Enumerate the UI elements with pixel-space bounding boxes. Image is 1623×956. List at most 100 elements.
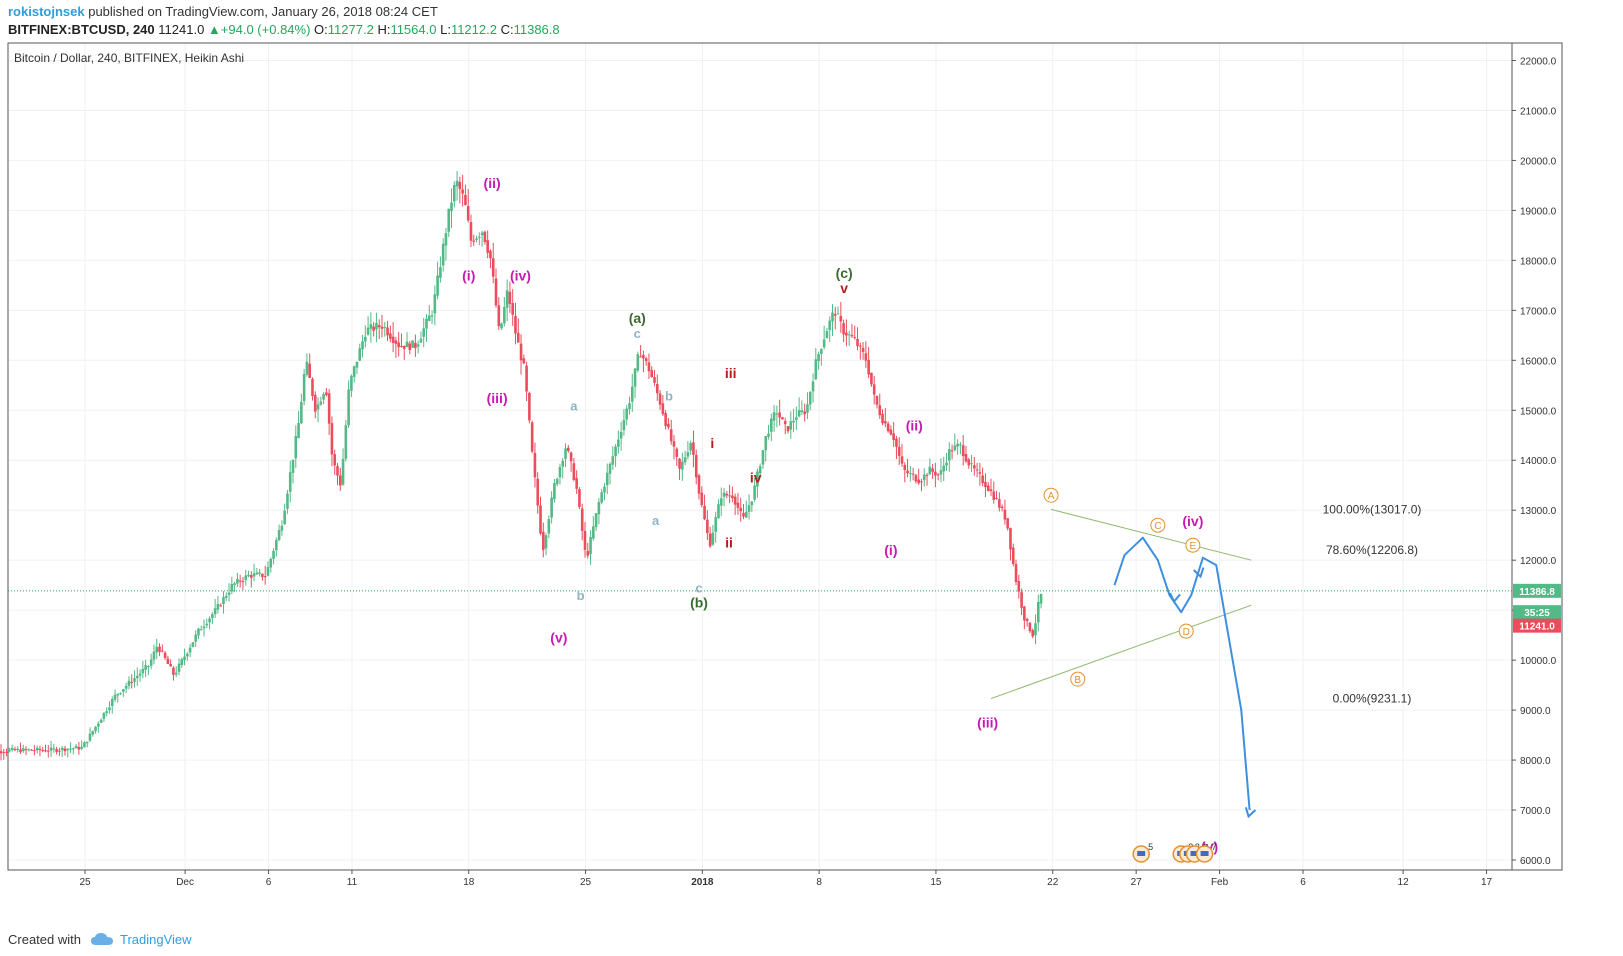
tradingview-link[interactable]: TradingView [120, 932, 192, 947]
candle-body [803, 411, 806, 415]
candle-body [906, 470, 909, 474]
candle-body [664, 413, 667, 426]
y-tick-label: 7000.0 [1520, 806, 1551, 817]
candle-body [85, 741, 89, 744]
fib-level-label: 100.00%(13017.0) [1323, 502, 1422, 516]
candle-body [161, 650, 164, 652]
candle-body [925, 475, 929, 477]
wave-label: C [1154, 521, 1161, 532]
triangle-lower-line [990, 604, 1252, 700]
candle-body [94, 726, 97, 731]
candle-body [528, 392, 531, 421]
event-count: 7 [1212, 842, 1217, 852]
candle-body [845, 332, 848, 336]
candle-body [258, 572, 261, 574]
candle-body [567, 447, 570, 451]
symbol-label[interactable]: BITFINEX:BTCUSD, 240 [8, 22, 155, 37]
candle-body [249, 575, 253, 578]
candle-body [800, 410, 804, 413]
candle-body [895, 438, 898, 447]
candle-body [920, 481, 923, 483]
candle-body [686, 452, 690, 457]
candle-body [408, 343, 412, 351]
candle-body [669, 429, 673, 442]
x-tick-label: 11 [347, 877, 358, 888]
candle-body [1003, 509, 1007, 520]
candle-body [770, 418, 773, 432]
candle-body [77, 747, 81, 750]
candle-body [430, 315, 434, 317]
candle-body [439, 267, 442, 278]
low-label: L: [440, 22, 451, 37]
candle-body [352, 366, 356, 377]
candle-body [678, 458, 681, 469]
candle-body [650, 370, 654, 378]
candle-body [152, 651, 156, 660]
y-tick-label: 9000.0 [1520, 706, 1551, 717]
candle-body [772, 412, 776, 421]
candle-body [205, 623, 209, 626]
candle-body [191, 642, 195, 647]
wave-label: B [1074, 675, 1081, 686]
candle-body [586, 550, 590, 556]
candle-body [444, 233, 448, 246]
candle-body [186, 653, 189, 657]
candle-body [728, 495, 731, 497]
candle-body [758, 466, 762, 474]
candle-body [764, 436, 768, 451]
candle-body [872, 384, 876, 395]
candle-body [166, 658, 170, 664]
candle-body [369, 324, 373, 329]
candle-body [1031, 630, 1035, 637]
candle-body [280, 525, 284, 531]
candle-body [133, 678, 136, 682]
candle-body [614, 446, 617, 457]
candle-body [594, 513, 598, 528]
candle-body [533, 452, 537, 478]
candle-body [116, 693, 120, 696]
candle-body [583, 530, 587, 550]
x-tick-label: 6 [1300, 877, 1306, 888]
candle-body [856, 338, 859, 347]
publish-line: rokistojnsek published on TradingView.co… [8, 4, 438, 19]
candle-body [69, 748, 72, 750]
candle-body [452, 184, 456, 202]
candle-body [83, 742, 86, 748]
candle-body [786, 426, 790, 432]
wave-label: ii [725, 535, 733, 551]
wave-label: a [570, 398, 578, 413]
candle-body [820, 349, 823, 354]
candle-body [967, 459, 971, 466]
y-tick-label: 14000.0 [1520, 456, 1557, 467]
author-link[interactable]: rokistojnsek [8, 4, 85, 19]
candle-body [619, 431, 623, 439]
candle-body [72, 748, 75, 750]
created-with-text: Created with [8, 932, 81, 947]
candle-body [147, 665, 150, 667]
candle-body [597, 502, 601, 515]
candle-body [33, 750, 36, 752]
price-tag-label: 11241.0 [1519, 622, 1555, 633]
candle-body [508, 291, 512, 304]
chart-frame [7, 42, 1563, 871]
candle-body [213, 608, 217, 615]
candle-body [578, 489, 581, 507]
candle-body [511, 303, 514, 315]
candle-body [672, 441, 676, 447]
candle-body [750, 501, 754, 506]
y-tick-label: 20000.0 [1520, 156, 1557, 167]
candle-body [105, 711, 108, 714]
candle-body [144, 665, 147, 670]
candle-body [914, 475, 918, 482]
change-text: +94.0 (+0.84%) [220, 22, 311, 37]
candle-body [992, 491, 996, 500]
candle-body [230, 584, 234, 592]
candle-body [878, 405, 882, 416]
candle-body [658, 393, 662, 405]
flag-icon [1200, 851, 1209, 856]
wave-label: (a) [629, 310, 646, 326]
candle-body [400, 345, 403, 347]
wave-label: c [695, 581, 702, 596]
candle-body [108, 707, 111, 711]
